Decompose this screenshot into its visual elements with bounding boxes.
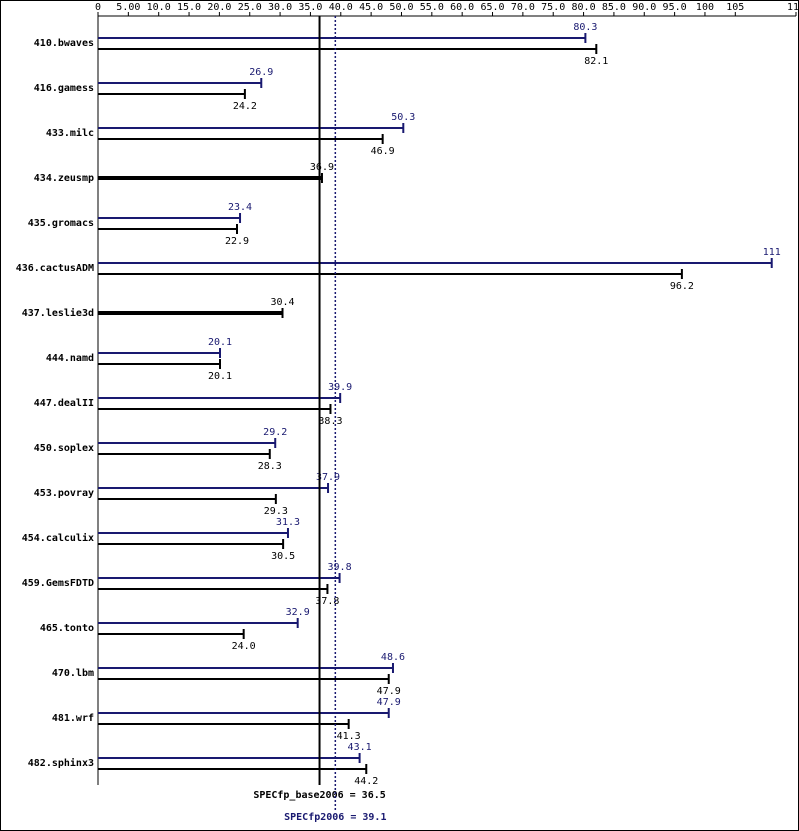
value-label: 80.3	[573, 22, 597, 33]
x-tick-label: 70.0	[511, 2, 535, 13]
value-label: 50.3	[391, 112, 415, 123]
value-label: 24.0	[232, 641, 256, 652]
value-label: 43.1	[348, 742, 372, 753]
category-label: 450.soplex	[34, 443, 94, 454]
x-tick-label: 0	[95, 2, 101, 13]
x-tick-label: 85.0	[602, 2, 626, 13]
value-label: 30.5	[271, 551, 295, 562]
x-tick-label: 95.0	[663, 2, 687, 13]
x-tick-label: 105	[726, 2, 744, 13]
value-label: 31.3	[276, 517, 300, 528]
x-tick-label: 115	[787, 2, 799, 13]
value-label: 96.2	[670, 281, 694, 292]
value-label: 38.3	[318, 416, 342, 427]
value-label: 37.8	[315, 596, 339, 607]
value-label: 26.9	[249, 67, 273, 78]
value-label: 47.9	[377, 697, 401, 708]
value-label: 29.3	[264, 506, 288, 517]
category-label: 444.namd	[46, 353, 94, 364]
category-label: 459.GemsFDTD	[22, 578, 94, 589]
x-tick-label: 100	[696, 2, 714, 13]
value-label: 24.2	[233, 101, 257, 112]
category-label: 410.bwaves	[34, 38, 94, 49]
x-tick-label: 35.0	[298, 2, 322, 13]
category-label: 434.zeusmp	[34, 173, 94, 184]
x-tick-label: 5.00	[116, 2, 140, 13]
value-label: 30.4	[270, 297, 294, 308]
x-tick-label: 45.0	[359, 2, 383, 13]
value-label: 23.4	[228, 202, 252, 213]
x-tick-label: 10.0	[147, 2, 171, 13]
value-label: 39.9	[328, 382, 352, 393]
value-label: 20.1	[208, 337, 232, 348]
x-tick-label: 15.0	[177, 2, 201, 13]
value-label: 39.8	[328, 562, 352, 573]
x-tick-label: 75.0	[541, 2, 565, 13]
category-label: 470.lbm	[52, 668, 94, 679]
value-label: 28.3	[258, 461, 282, 472]
category-label: 447.dealII	[34, 398, 94, 409]
x-tick-label: 90.0	[632, 2, 656, 13]
reference-label: SPECfp2006 = 39.1	[284, 812, 386, 823]
x-tick-label: 40.0	[329, 2, 353, 13]
value-label: 20.1	[208, 371, 232, 382]
value-label: 44.2	[354, 776, 378, 787]
value-label: 36.9	[310, 162, 334, 173]
value-label: 29.2	[263, 427, 287, 438]
category-label: 437.leslie3d	[22, 307, 94, 319]
x-tick-label: 30.0	[268, 2, 292, 13]
x-tick-label: 65.0	[480, 2, 504, 13]
x-tick-label: 55.0	[420, 2, 444, 13]
value-label: 82.1	[584, 56, 608, 67]
category-label: 416.gamess	[34, 83, 94, 94]
category-label: 481.wrf	[52, 713, 94, 724]
x-tick-label: 20.0	[207, 2, 231, 13]
category-label: 482.sphinx3	[28, 757, 94, 769]
value-label: 41.3	[337, 731, 361, 742]
category-label: 454.calculix	[22, 532, 94, 544]
value-label: 48.6	[381, 652, 405, 663]
category-label: 453.povray	[34, 488, 94, 499]
reference-label: SPECfp_base2006 = 36.5	[253, 790, 385, 801]
category-label: 433.milc	[46, 127, 94, 139]
value-label: 46.9	[371, 146, 395, 157]
value-label: 37.9	[316, 472, 340, 483]
value-label: 32.9	[286, 607, 310, 618]
category-label: 435.gromacs	[28, 218, 94, 229]
x-tick-label: 60.0	[450, 2, 474, 13]
value-label: 47.9	[377, 686, 401, 697]
x-tick-label: 80.0	[572, 2, 596, 13]
value-label: 22.9	[225, 236, 249, 247]
category-label: 465.tonto	[40, 623, 94, 634]
category-label: 436.cactusADM	[16, 263, 94, 274]
value-label: 111	[763, 247, 781, 258]
x-tick-label: 25.0	[238, 2, 262, 13]
x-tick-label: 50.0	[389, 2, 413, 13]
